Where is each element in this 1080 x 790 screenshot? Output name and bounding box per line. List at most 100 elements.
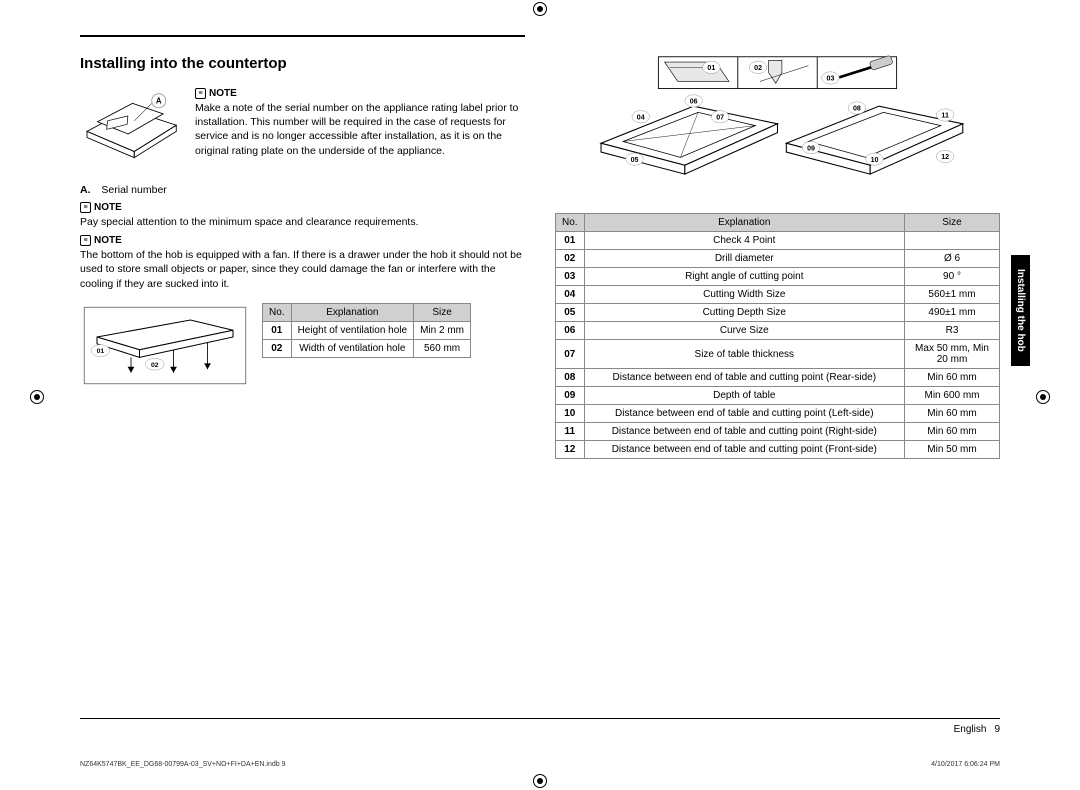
note-label-3: ≡ NOTE [80, 235, 525, 246]
cell-size: Min 60 mm [905, 423, 1000, 441]
svg-text:12: 12 [941, 154, 949, 161]
footer-page-number: 9 [994, 724, 1000, 735]
cell-exp: Distance between end of table and cuttin… [584, 423, 904, 441]
svg-text:08: 08 [853, 106, 861, 113]
cell-size: Min 60 mm [905, 369, 1000, 387]
note-label-text: NOTE [94, 235, 122, 246]
table-row: 04Cutting Width Size560±1 mm [556, 286, 1000, 304]
cell-exp: Width of ventilation hole [291, 339, 414, 357]
table-row: 08Distance between end of table and cutt… [556, 369, 1000, 387]
note1-body: Make a note of the serial number on the … [195, 101, 525, 158]
cell-no: 06 [556, 322, 585, 340]
cutout-diagram: 01 02 03 04 05 06 07 08 09 10 11 1 [555, 55, 1000, 205]
serial-callout-a: A [156, 96, 162, 105]
note-icon: ≡ [80, 235, 91, 246]
cell-no: 04 [556, 286, 585, 304]
cell-exp: Cutting Width Size [584, 286, 904, 304]
cell-no: 01 [263, 321, 292, 339]
right-column: 01 02 03 04 05 06 07 08 09 10 11 1 [555, 35, 1000, 745]
print-metadata: NZ64K5747BK_EE_DG68-00799A-03_SV+NO+FI+D… [80, 761, 1000, 768]
cell-size: Min 60 mm [905, 405, 1000, 423]
rule-top-left [80, 35, 525, 37]
note-label-text: NOTE [209, 88, 237, 99]
cell-no: 01 [556, 232, 585, 250]
svg-text:04: 04 [637, 114, 645, 121]
table-cutout: No. Explanation Size 01Check 4 Point02Dr… [555, 213, 1000, 459]
cell-size: Min 50 mm [905, 441, 1000, 459]
cell-size [905, 232, 1000, 250]
page-footer: English 9 [80, 718, 1000, 735]
t1-h-exp: Explanation [291, 303, 414, 321]
registration-mark-left [30, 390, 44, 404]
svg-text:02: 02 [754, 65, 762, 72]
svg-text:03: 03 [827, 76, 835, 83]
t1-h-no: No. [263, 303, 292, 321]
cell-size: 560 mm [414, 339, 471, 357]
cell-exp: Curve Size [584, 322, 904, 340]
svg-text:06: 06 [690, 99, 698, 106]
serial-legend-text: Serial number [101, 184, 166, 196]
cell-exp: Cutting Depth Size [584, 304, 904, 322]
svg-text:01: 01 [707, 65, 715, 72]
note-label-2: ≡ NOTE [80, 202, 525, 213]
cell-exp: Distance between end of table and cuttin… [584, 441, 904, 459]
t2-h-exp: Explanation [584, 214, 904, 232]
cell-exp: Distance between end of table and cuttin… [584, 405, 904, 423]
svg-text:05: 05 [631, 157, 639, 164]
ventilation-diagram: 01 02 [80, 303, 250, 388]
table-row: 12Distance between end of table and cutt… [556, 441, 1000, 459]
cell-exp: Depth of table [584, 387, 904, 405]
cell-exp: Right angle of cutting point [584, 268, 904, 286]
svg-text:02: 02 [151, 361, 159, 368]
cell-no: 02 [263, 339, 292, 357]
left-column: Installing into the countertop A ≡ NOTE … [80, 35, 525, 745]
cell-no: 05 [556, 304, 585, 322]
registration-mark-bottom [533, 774, 547, 788]
cell-size: R3 [905, 322, 1000, 340]
cell-size: Min 2 mm [414, 321, 471, 339]
registration-mark-top [533, 2, 547, 16]
cell-size: 560±1 mm [905, 286, 1000, 304]
ventilation-block: 01 02 No. Explanation Size 01Height of v… [80, 303, 525, 388]
cell-no: 07 [556, 340, 585, 369]
svg-text:10: 10 [871, 157, 879, 164]
cell-size: 90 ° [905, 268, 1000, 286]
note-icon: ≡ [80, 202, 91, 213]
cell-exp: Drill diameter [584, 250, 904, 268]
cell-no: 03 [556, 268, 585, 286]
note-icon: ≡ [195, 88, 206, 99]
footer-language: English [954, 724, 987, 735]
svg-text:09: 09 [807, 145, 815, 152]
cell-exp: Check 4 Point [584, 232, 904, 250]
section-title: Installing into the countertop [80, 55, 525, 72]
note3-body: The bottom of the hob is equipped with a… [80, 248, 525, 291]
note-label-text: NOTE [94, 202, 122, 213]
serial-legend: A. Serial number [80, 184, 525, 196]
table-row: 10Distance between end of table and cutt… [556, 405, 1000, 423]
cell-no: 10 [556, 405, 585, 423]
cell-size: Min 600 mm [905, 387, 1000, 405]
page-content: Installing into the countertop A ≡ NOTE … [80, 35, 1000, 745]
cell-size: Max 50 mm, Min 20 mm [905, 340, 1000, 369]
note2-body: Pay special attention to the minimum spa… [80, 215, 525, 229]
t2-h-no: No. [556, 214, 585, 232]
side-tab: Installing the hob [1011, 255, 1030, 366]
cell-no: 02 [556, 250, 585, 268]
cell-exp: Size of table thickness [584, 340, 904, 369]
table-row: 11Distance between end of table and cutt… [556, 423, 1000, 441]
t2-h-size: Size [905, 214, 1000, 232]
svg-text:01: 01 [97, 348, 105, 355]
table-row: 01Check 4 Point [556, 232, 1000, 250]
table-row: 09Depth of tableMin 600 mm [556, 387, 1000, 405]
registration-mark-right [1036, 390, 1050, 404]
table-ventilation: No. Explanation Size 01Height of ventila… [262, 303, 471, 358]
cell-size: Ø 6 [905, 250, 1000, 268]
serial-diagram: A [80, 82, 185, 172]
cell-no: 08 [556, 369, 585, 387]
table-row: 05Cutting Depth Size490±1 mm [556, 304, 1000, 322]
table-row: 01Height of ventilation holeMin 2 mm [263, 321, 471, 339]
cell-no: 09 [556, 387, 585, 405]
serial-legend-label: A. [80, 184, 91, 196]
table-row: 06Curve SizeR3 [556, 322, 1000, 340]
print-timestamp: 4/10/2017 6:06:24 PM [931, 761, 1000, 768]
